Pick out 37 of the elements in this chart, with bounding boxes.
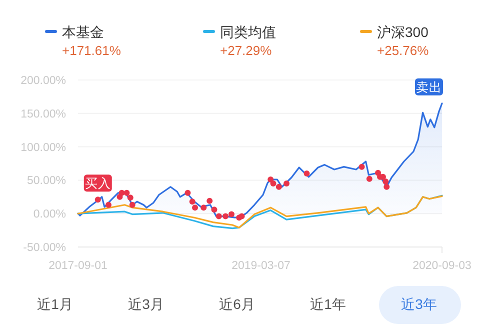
point: [382, 178, 389, 185]
text: 近3月: [128, 296, 164, 312]
point: [276, 184, 282, 190]
legend-label: 同类均值: [220, 24, 276, 40]
annotation: 卖出: [416, 80, 442, 94]
point: [228, 211, 234, 218]
point: [366, 176, 372, 182]
text: 近1年: [310, 296, 346, 312]
point: [238, 213, 245, 220]
point: [127, 194, 134, 201]
point: [211, 206, 218, 213]
point: [284, 180, 290, 187]
point: [184, 190, 191, 196]
point: [268, 176, 274, 183]
point: [384, 184, 390, 190]
point: [270, 180, 276, 187]
legend-label: 沪深300: [377, 24, 429, 40]
point: [94, 196, 101, 203]
point: [124, 190, 130, 196]
point: [222, 213, 229, 220]
point: [304, 170, 310, 177]
text: +25.76%: [377, 43, 430, 58]
text: +171.61%: [62, 43, 122, 58]
text: 近1月: [37, 296, 73, 312]
legend-label: 本基金: [62, 24, 104, 40]
text: 近3年: [401, 296, 437, 312]
point: [206, 198, 213, 204]
point: [358, 164, 365, 170]
text: +27.29%: [220, 43, 272, 58]
point: [129, 202, 136, 208]
point: [189, 198, 196, 205]
point: [192, 204, 198, 211]
point: [106, 202, 112, 208]
text: 近6月: [219, 296, 255, 312]
annotation: 买入: [84, 176, 111, 191]
point: [216, 213, 222, 220]
point: [200, 204, 207, 211]
